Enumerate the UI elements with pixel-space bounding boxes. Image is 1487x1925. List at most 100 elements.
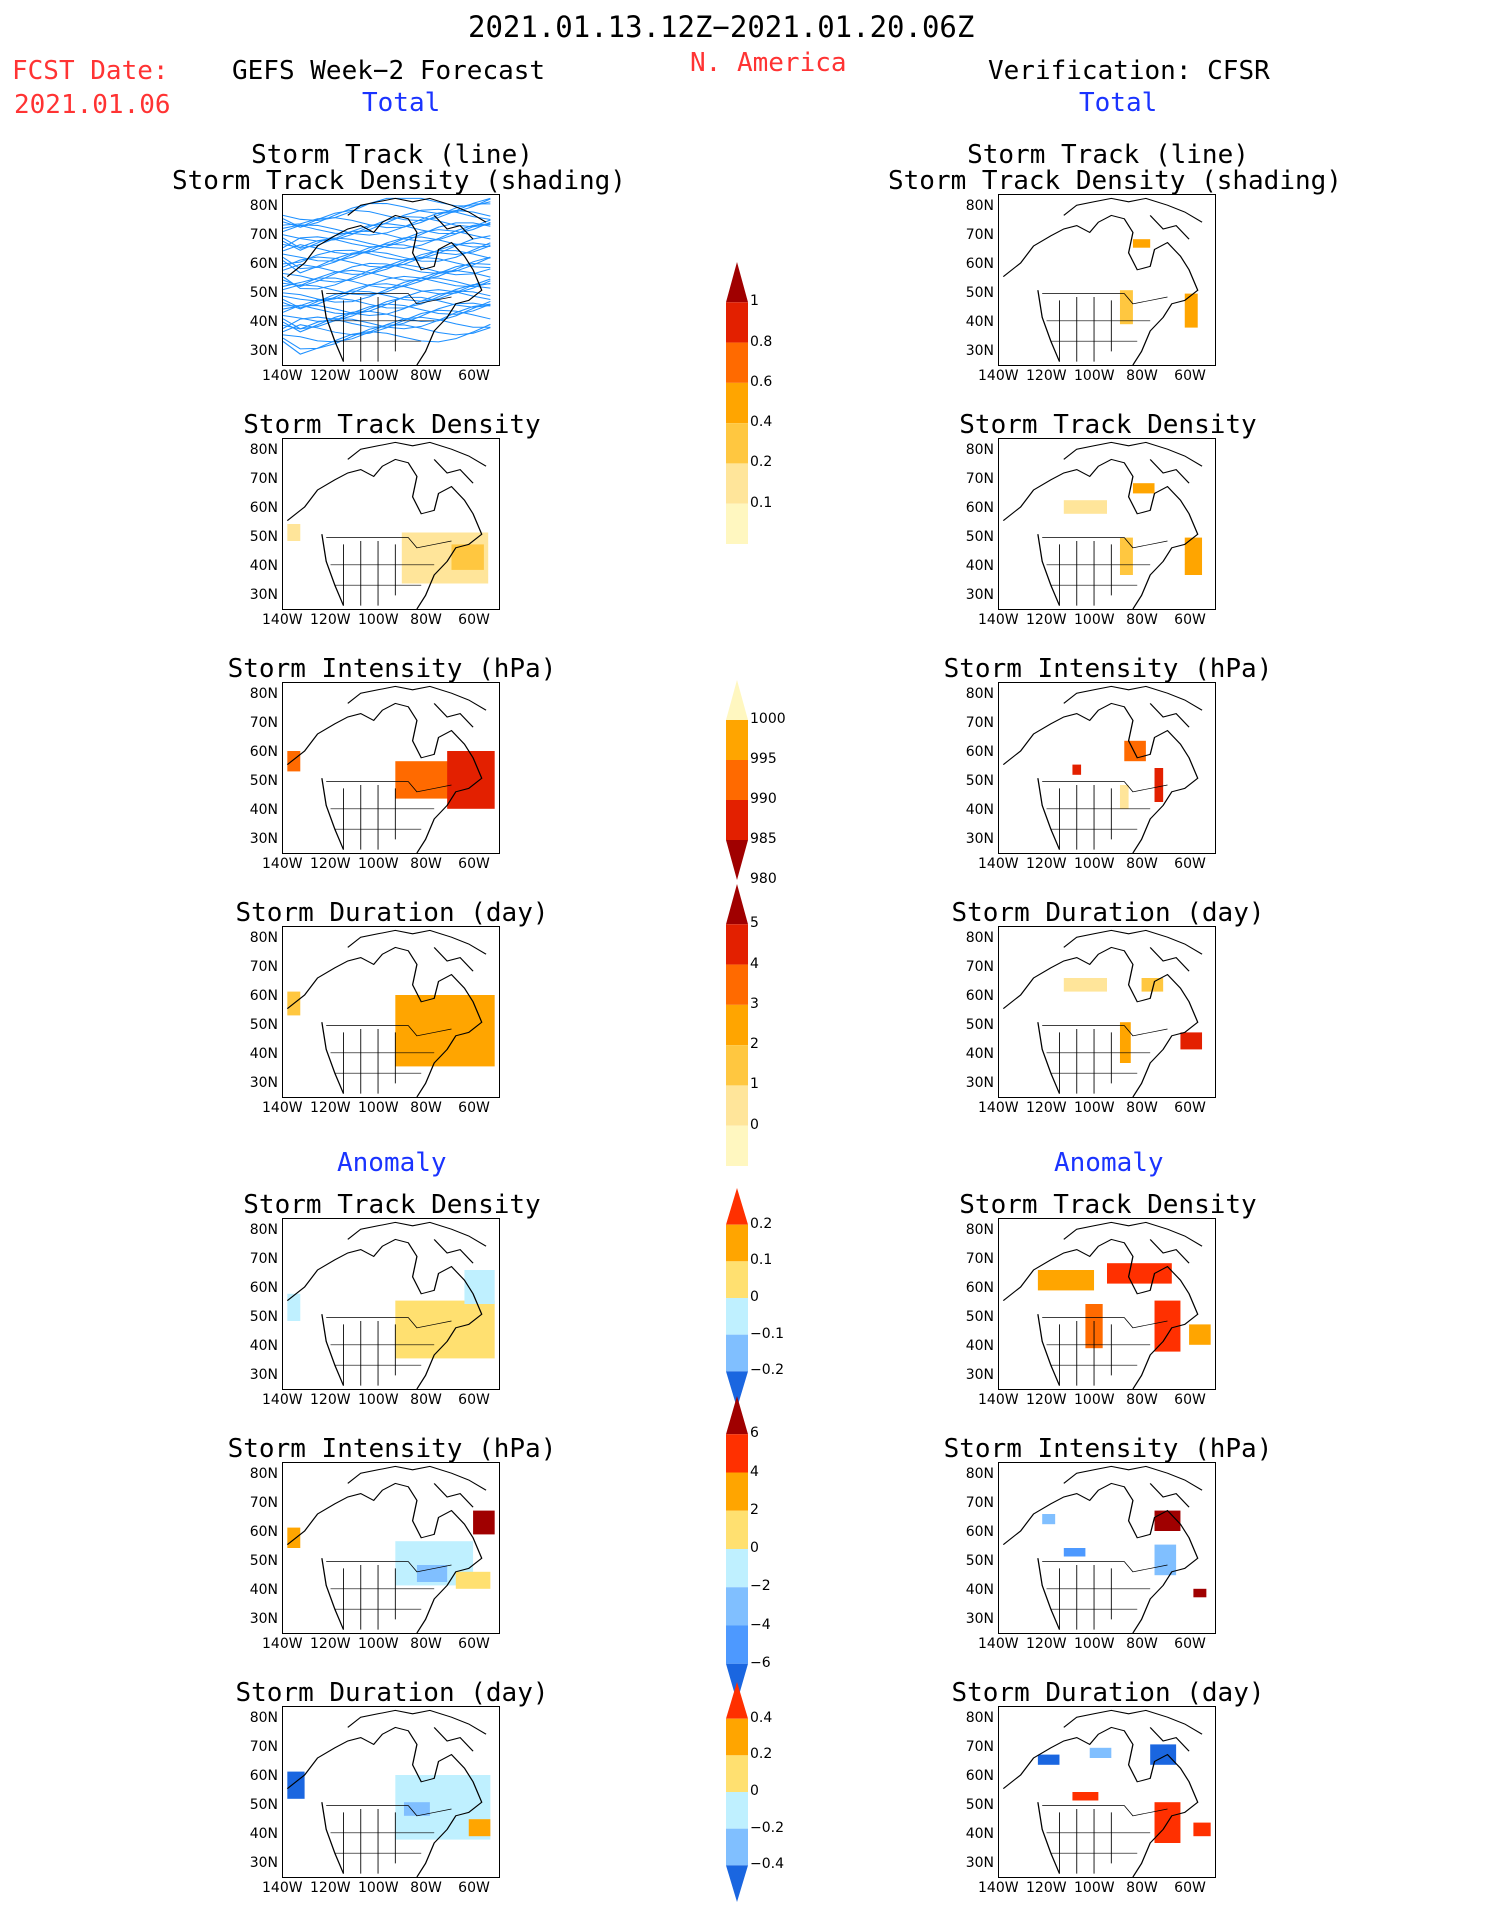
lat-tick-label: 70N [249, 715, 278, 731]
lat-tick-label: 60N [249, 1280, 278, 1296]
lon-tick-label: 140W [978, 856, 1019, 872]
shading-cell [287, 1293, 301, 1321]
shading-cell [395, 1300, 495, 1359]
cb_intensity-label: 995 [750, 751, 777, 767]
a_duration-title-cfsr: Storm Duration (day) [951, 1678, 1265, 1708]
state-borders [1042, 537, 1168, 606]
lon-tick-label: 100W [1074, 1636, 1115, 1652]
lat-tick-label: 70N [249, 471, 278, 487]
shading-cell [416, 1565, 448, 1582]
lon-tick-label: 140W [978, 612, 1019, 628]
coastline [286, 1465, 487, 1633]
coastline [1002, 1709, 1203, 1877]
lon-tick-label: 80W [1126, 368, 1158, 384]
coastline [286, 197, 487, 365]
coastline [1002, 929, 1203, 1097]
colorbar-swatch [726, 1371, 748, 1408]
state-borders [326, 1025, 452, 1094]
intensity-map-svg [1002, 685, 1203, 853]
shading-cell [1107, 1263, 1172, 1284]
shading-cell [1184, 537, 1203, 575]
colorbar-swatch [726, 1587, 748, 1626]
a_intensity-map-cfsr [998, 1462, 1216, 1634]
lat-tick-label: 50N [249, 1797, 278, 1813]
storm-track-line [283, 235, 491, 265]
track-title-cfsr: Storm Track (line) [967, 140, 1249, 170]
lat-tick-label: 30N [965, 343, 994, 359]
colorbar-swatch [726, 463, 748, 504]
storm-track-line [283, 229, 491, 255]
shading-cell [1141, 978, 1164, 992]
lat-tick-label: 50N [965, 1017, 994, 1033]
cb_a_density-bar [726, 1188, 748, 1408]
colorbar-swatch [726, 1396, 748, 1435]
state-borders [1042, 293, 1168, 362]
track-map-svg [283, 197, 491, 365]
storm-track-line [283, 269, 491, 296]
lat-tick-label: 60N [249, 256, 278, 272]
shading-cell [1132, 483, 1155, 494]
lat-tick-label: 30N [249, 1611, 278, 1627]
lat-tick-label: 80N [249, 1710, 278, 1726]
lon-tick-label: 120W [310, 856, 351, 872]
cb_a_density-label: −0.1 [750, 1325, 784, 1342]
shading-cell [1119, 1022, 1131, 1063]
lon-tick-label: 60W [1174, 1880, 1206, 1896]
colorbar-swatch [726, 503, 748, 544]
colorbar-swatch [726, 1261, 748, 1298]
coastline [1002, 1465, 1203, 1633]
lon-tick-label: 80W [410, 1636, 442, 1652]
lon-tick-label: 120W [1026, 612, 1067, 628]
colorbar-swatch [726, 1792, 748, 1829]
lon-tick-label: 60W [458, 612, 490, 628]
lon-tick-label: 140W [978, 1392, 1019, 1408]
lat-tick-label: 40N [965, 802, 994, 818]
storm-track-line [283, 300, 491, 333]
coastline [1002, 197, 1203, 365]
lat-tick-label: 80N [249, 1466, 278, 1482]
colorbar-swatch [726, 1085, 748, 1126]
lon-tick-label: 80W [410, 856, 442, 872]
lat-tick-label: 30N [249, 343, 278, 359]
lat-tick-label: 30N [249, 587, 278, 603]
colorbar-swatch [726, 1718, 748, 1756]
lat-tick-label: 40N [965, 1826, 994, 1842]
storm-track-line [283, 242, 491, 268]
lat-tick-label: 40N [965, 1046, 994, 1062]
lon-tick-label: 140W [262, 856, 303, 872]
cb_intensity-bar [726, 680, 748, 880]
lat-tick-label: 70N [965, 227, 994, 243]
shading-cell [1063, 500, 1107, 514]
shading-cell [468, 1819, 491, 1837]
shading-cell [287, 751, 301, 772]
lon-tick-label: 60W [1174, 1100, 1206, 1116]
lat-tick-label: 60N [965, 1524, 994, 1540]
duration-title-cfsr: Storm Duration (day) [951, 898, 1265, 928]
lat-tick-label: 30N [965, 587, 994, 603]
track-map-svg [1002, 197, 1203, 365]
storm-track-line [283, 309, 491, 336]
lon-tick-label: 60W [1174, 368, 1206, 384]
lat-tick-label: 50N [965, 529, 994, 545]
lon-tick-label: 80W [1126, 1636, 1158, 1652]
state-borders [1042, 781, 1168, 850]
lat-tick-label: 80N [965, 442, 994, 458]
colorbar-swatch [726, 680, 748, 720]
cb_density-bar [726, 262, 748, 544]
lat-tick-label: 50N [249, 1309, 278, 1325]
state-borders [1042, 1805, 1168, 1874]
lon-tick-label: 120W [1026, 1636, 1067, 1652]
cb_a_intensity-label: −6 [750, 1654, 771, 1671]
colorbar-swatch [726, 1625, 748, 1664]
duration-map-svg [286, 929, 495, 1097]
lon-tick-label: 80W [410, 612, 442, 628]
storm-track-line [283, 262, 491, 289]
shading-cell [1037, 1270, 1095, 1291]
lat-tick-label: 80N [965, 1466, 994, 1482]
lon-tick-label: 100W [1074, 1880, 1115, 1896]
storm-track-line [283, 283, 491, 309]
a_intensity-title-cfsr: Storm Intensity (hPa) [943, 1434, 1273, 1464]
shading-cell [1042, 1514, 1056, 1525]
state-borders [1042, 1561, 1168, 1630]
lat-tick-label: 40N [965, 1582, 994, 1598]
